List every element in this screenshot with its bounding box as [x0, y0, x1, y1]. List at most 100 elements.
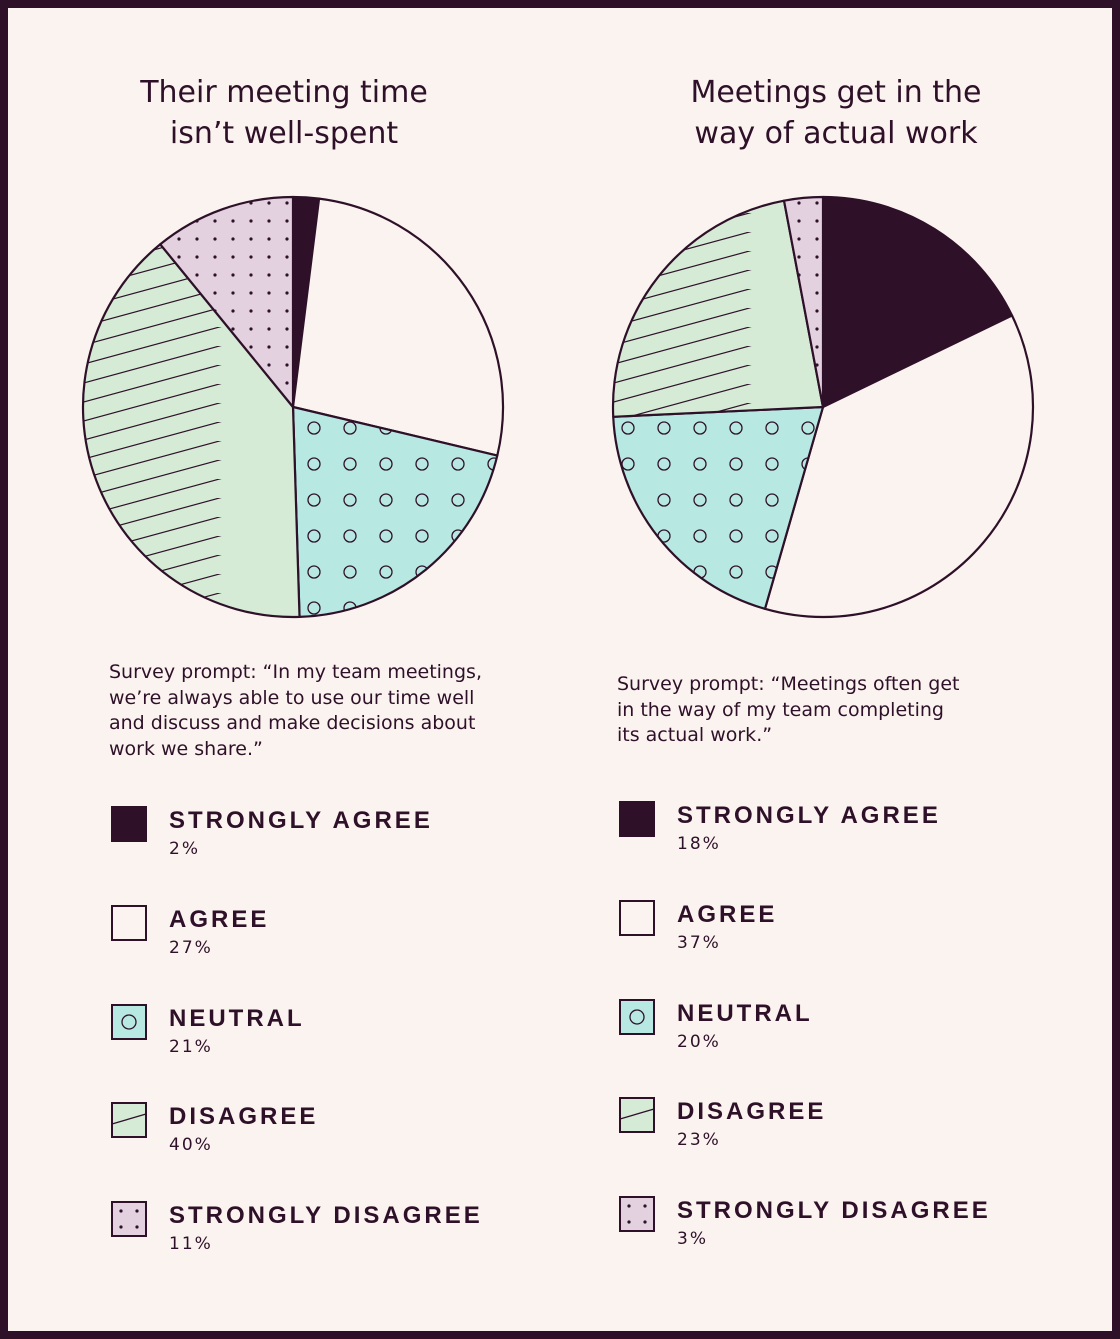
pie-slice-outline — [291, 405, 499, 618]
pie-slice-agree — [291, 197, 505, 457]
pie-slice-fill — [823, 197, 1012, 407]
legend-label: STRONGLY AGREE — [677, 802, 941, 829]
swatch-fill — [112, 807, 146, 841]
swatch-stripe-mark — [111, 1113, 147, 1125]
neutral-swatch — [619, 999, 655, 1035]
neutral-swatch — [111, 1004, 147, 1040]
swatch-border — [619, 999, 655, 1035]
disagree-swatch — [619, 1097, 655, 1133]
pie-slice-fill — [764, 315, 1033, 617]
pie-slice-outline — [763, 314, 1035, 619]
strongly-agree-swatch — [619, 801, 655, 837]
swatch-fill — [112, 1202, 146, 1236]
strongly-disagree-swatch — [619, 1196, 655, 1232]
swatch-fill — [620, 1197, 654, 1231]
swatch-fill — [620, 901, 654, 935]
swatch-circle-mark — [629, 1009, 645, 1025]
swatch-fill — [112, 1005, 146, 1039]
swatch-dot-mark — [119, 1209, 123, 1213]
pie-slice-strongly-disagree — [159, 195, 295, 409]
pie-slice-outline — [159, 195, 295, 409]
legend-percentage: 21% — [169, 1037, 213, 1057]
legend-percentage: 18% — [677, 834, 721, 854]
swatch-border — [111, 1201, 147, 1237]
swatch-border — [111, 905, 147, 941]
swatch-dot-mark — [135, 1209, 139, 1213]
pie-chart-meeting-time — [81, 195, 505, 619]
legend-item-strongly-agree: STRONGLY AGREE 18% — [619, 801, 1019, 871]
pie-slice-outline — [612, 405, 825, 610]
legend-percentage: 40% — [169, 1135, 213, 1155]
swatch-border — [111, 1004, 147, 1040]
swatch-dot-mark — [643, 1204, 647, 1208]
swatch-border — [619, 1196, 655, 1232]
legend-label: NEUTRAL — [677, 1000, 813, 1027]
swatch-fill — [620, 1000, 654, 1034]
swatch-dot-mark — [627, 1220, 631, 1224]
swatch-dot-mark — [119, 1225, 123, 1229]
pie-slice-outline — [782, 195, 825, 409]
pie-slice-outline — [291, 197, 505, 457]
swatch-border — [619, 900, 655, 936]
pie-slice-strongly-agree — [821, 195, 1014, 409]
agree-swatch — [619, 900, 655, 936]
legend-label: DISAGREE — [677, 1098, 827, 1125]
swatch-stripe-mark — [619, 1108, 655, 1120]
legend-label: NEUTRAL — [169, 1005, 305, 1032]
strongly-agree-swatch — [111, 806, 147, 842]
pie-chart-actual-work — [611, 195, 1035, 619]
pie-slice-disagree — [81, 243, 301, 619]
swatch-fill — [620, 802, 654, 836]
pie-slice-outline — [821, 195, 1014, 409]
legend-label: AGREE — [169, 906, 270, 933]
pie-slice-pattern — [82, 244, 300, 618]
legend-label: DISAGREE — [169, 1103, 319, 1130]
legend-item-strongly-agree: STRONGLY AGREE 2% — [111, 806, 511, 876]
legend-percentage: 20% — [677, 1032, 721, 1052]
pie-slice-fill — [293, 198, 503, 456]
legend-item-neutral: NEUTRAL 21% — [111, 1004, 511, 1074]
legend-label: STRONGLY AGREE — [169, 807, 433, 834]
legend-label: STRONGLY DISAGREE — [169, 1202, 483, 1229]
chart-title: Their meeting time isn’t well-spent — [140, 75, 428, 151]
swatch-border — [111, 806, 147, 842]
legend-item-strongly-disagree: STRONGLY DISAGREE 11% — [111, 1201, 511, 1271]
legend-item-disagree: DISAGREE 40% — [111, 1102, 511, 1172]
legend-percentage: 37% — [677, 933, 721, 953]
infographic-frame: Their meeting time isn’t well-spent Surv… — [8, 8, 1112, 1331]
legend-percentage: 23% — [677, 1130, 721, 1150]
legend-item-neutral: NEUTRAL 20% — [619, 999, 1019, 1069]
pie-slice-strongly-disagree — [782, 195, 825, 409]
strongly-disagree-swatch — [111, 1201, 147, 1237]
swatch-dot-mark — [627, 1204, 631, 1208]
survey-prompt: Survey prompt: “Meetings often get in th… — [617, 673, 960, 746]
disagree-swatch — [111, 1102, 147, 1138]
pie-slice-neutral — [291, 405, 499, 618]
swatch-fill — [112, 1103, 146, 1137]
swatch-dot-mark — [135, 1225, 139, 1229]
chart-panel-meeting-time: Their meeting time isn’t well-spent Surv… — [8, 8, 560, 1331]
swatch-border — [619, 801, 655, 837]
pie-slice-pattern — [613, 200, 823, 417]
legend-percentage: 27% — [169, 938, 213, 958]
agree-swatch — [111, 905, 147, 941]
pie-slice-neutral — [612, 405, 825, 610]
legend-percentage: 11% — [169, 1234, 213, 1254]
survey-prompt: Survey prompt: “In my team meetings, we’… — [109, 661, 482, 760]
chart-panel-actual-work: Meetings get in the way of actual work S… — [560, 8, 1112, 1331]
legend-percentage: 3% — [677, 1229, 708, 1249]
legend-item-agree: AGREE 27% — [111, 905, 511, 975]
legend-item-strongly-disagree: STRONGLY DISAGREE 3% — [619, 1196, 1019, 1266]
pie-slice-outline — [611, 199, 825, 418]
pie-slice-pattern — [160, 197, 293, 407]
swatch-border — [619, 1097, 655, 1133]
swatch-fill — [112, 906, 146, 940]
legend-item-disagree: DISAGREE 23% — [619, 1097, 1019, 1167]
pie-slice-outline — [81, 243, 301, 619]
pie-slice-pattern — [613, 407, 823, 609]
swatch-border — [111, 1102, 147, 1138]
swatch-fill — [620, 1098, 654, 1132]
legend-label: AGREE — [677, 901, 778, 928]
swatch-circle-mark — [121, 1014, 137, 1030]
swatch-dot-mark — [643, 1220, 647, 1224]
